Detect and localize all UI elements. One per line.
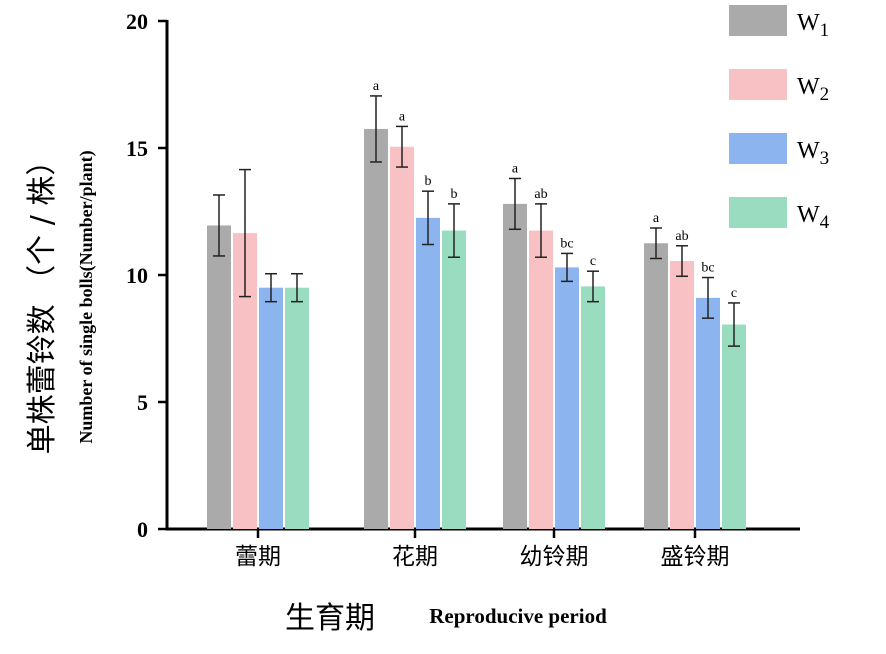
- legend-label: W4: [797, 202, 830, 233]
- significance-label: b: [451, 187, 458, 202]
- bar: [529, 230, 553, 530]
- bar: [416, 217, 440, 529]
- legend-swatch: [729, 5, 787, 36]
- bar: [644, 243, 668, 529]
- legend-label: W3: [797, 138, 829, 169]
- significance-label: bc: [560, 236, 573, 251]
- legend-label: W1: [797, 10, 829, 41]
- significance-label: c: [731, 286, 737, 301]
- legend-swatch: [729, 197, 787, 228]
- y-axis-label-english: Number of single bolls(Number/plant): [76, 150, 97, 443]
- bar: [390, 146, 414, 530]
- significance-label: bc: [701, 261, 714, 276]
- bar: [259, 287, 283, 529]
- significance-label: b: [425, 174, 432, 189]
- y-tick-label: 15: [126, 136, 148, 161]
- significance-label: ab: [675, 229, 688, 244]
- y-axis-label-chinese: 单株蕾铃数 （个 / 株）: [25, 146, 60, 455]
- bar: [581, 286, 605, 529]
- legend-label: W2: [797, 74, 829, 105]
- bar: [285, 287, 309, 529]
- significance-label: ab: [534, 187, 547, 202]
- ticks-group: 0 5 10 15 20 蕾期 花期 幼铃期 盛铃期: [126, 9, 730, 570]
- y-tick-label: 0: [137, 517, 148, 542]
- bar: [503, 203, 527, 529]
- x-tick-label: 花期: [392, 544, 438, 570]
- significance-label: a: [373, 79, 380, 94]
- bar: [696, 297, 720, 529]
- legend-swatch: [729, 69, 787, 100]
- significance-label: a: [512, 161, 519, 176]
- bar: [442, 230, 466, 530]
- bar: [364, 128, 388, 529]
- x-tick-label: 蕾期: [235, 544, 281, 570]
- x-axis-label-chinese: 生育期: [285, 601, 375, 636]
- bar: [670, 261, 694, 529]
- significance-label: c: [590, 254, 596, 269]
- significance-label: a: [399, 109, 406, 124]
- y-tick-label: 10: [126, 263, 148, 288]
- bar: [207, 225, 231, 529]
- x-tick-label: 盛铃期: [661, 544, 730, 570]
- x-axis-label-english: Reproducive period: [429, 604, 607, 628]
- x-tick-label: 幼铃期: [520, 544, 589, 570]
- y-tick-label: 5: [137, 390, 148, 415]
- bar: [722, 324, 746, 529]
- significance-label: a: [653, 211, 660, 226]
- legend: W1 W2 W3 W4: [729, 5, 830, 233]
- bar: [555, 267, 579, 529]
- legend-swatch: [729, 133, 787, 164]
- y-tick-label: 20: [126, 9, 148, 34]
